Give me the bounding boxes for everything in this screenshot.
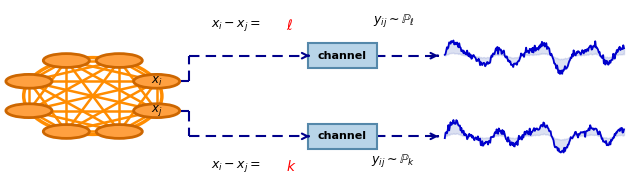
- Text: $x_j$: $x_j$: [151, 103, 163, 118]
- Text: $x_i - x_j = $: $x_i - x_j = $: [211, 18, 261, 33]
- Circle shape: [96, 125, 142, 138]
- Text: $x_i - x_j = $: $x_i - x_j = $: [211, 159, 261, 174]
- Text: $\ell$: $\ell$: [286, 18, 293, 33]
- Circle shape: [6, 104, 52, 118]
- Circle shape: [134, 74, 180, 88]
- Circle shape: [44, 125, 90, 138]
- Circle shape: [96, 54, 142, 67]
- Circle shape: [6, 74, 52, 88]
- Circle shape: [134, 104, 180, 118]
- FancyBboxPatch shape: [308, 124, 377, 149]
- FancyBboxPatch shape: [308, 43, 377, 68]
- Text: $x_i$: $x_i$: [151, 75, 163, 88]
- Text: channel: channel: [318, 131, 367, 141]
- Text: $y_{ij} \sim \mathbb{P}_\ell$: $y_{ij} \sim \mathbb{P}_\ell$: [372, 12, 415, 29]
- Text: $k$: $k$: [286, 159, 296, 174]
- Circle shape: [44, 54, 90, 67]
- Text: $y_{ij} \sim \mathbb{P}_k$: $y_{ij} \sim \mathbb{P}_k$: [371, 152, 416, 169]
- Text: channel: channel: [318, 51, 367, 61]
